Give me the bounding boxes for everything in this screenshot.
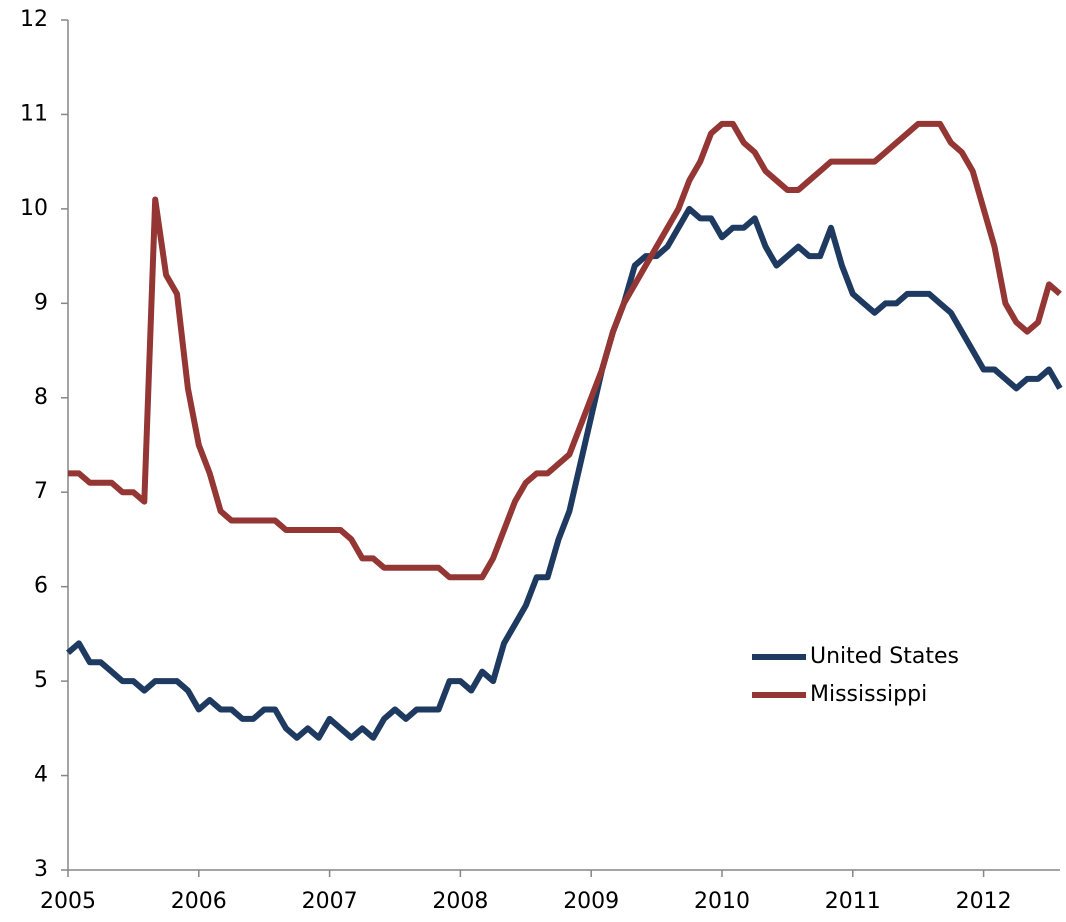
line-series [68, 120, 1062, 581]
y-tick-label: 9 [34, 290, 48, 315]
y-tick-label: 10 [20, 196, 48, 221]
legend-label: United States [810, 644, 959, 669]
line-series [66, 205, 1063, 741]
y-tick-label: 7 [34, 479, 48, 504]
x-tick-label: 2012 [956, 889, 1012, 914]
x-tick-label: 2006 [171, 889, 227, 914]
y-tick-label: 5 [34, 668, 48, 693]
x-tick-label: 2007 [302, 889, 358, 914]
legend-label: Mississippi [810, 682, 927, 707]
y-tick-label: 12 [20, 7, 48, 32]
y-tick-label: 4 [34, 763, 48, 788]
y-tick-label: 8 [34, 385, 48, 410]
y-tick-label: 6 [34, 574, 48, 599]
y-tick-label: 11 [20, 101, 48, 126]
x-tick-label: 2010 [694, 889, 750, 914]
x-tick-label: 2011 [825, 889, 881, 914]
x-tick-label: 2005 [40, 889, 96, 914]
x-tick-label: 2008 [432, 889, 488, 914]
x-tick-label: 2009 [563, 889, 619, 914]
y-tick-label: 3 [34, 857, 48, 882]
